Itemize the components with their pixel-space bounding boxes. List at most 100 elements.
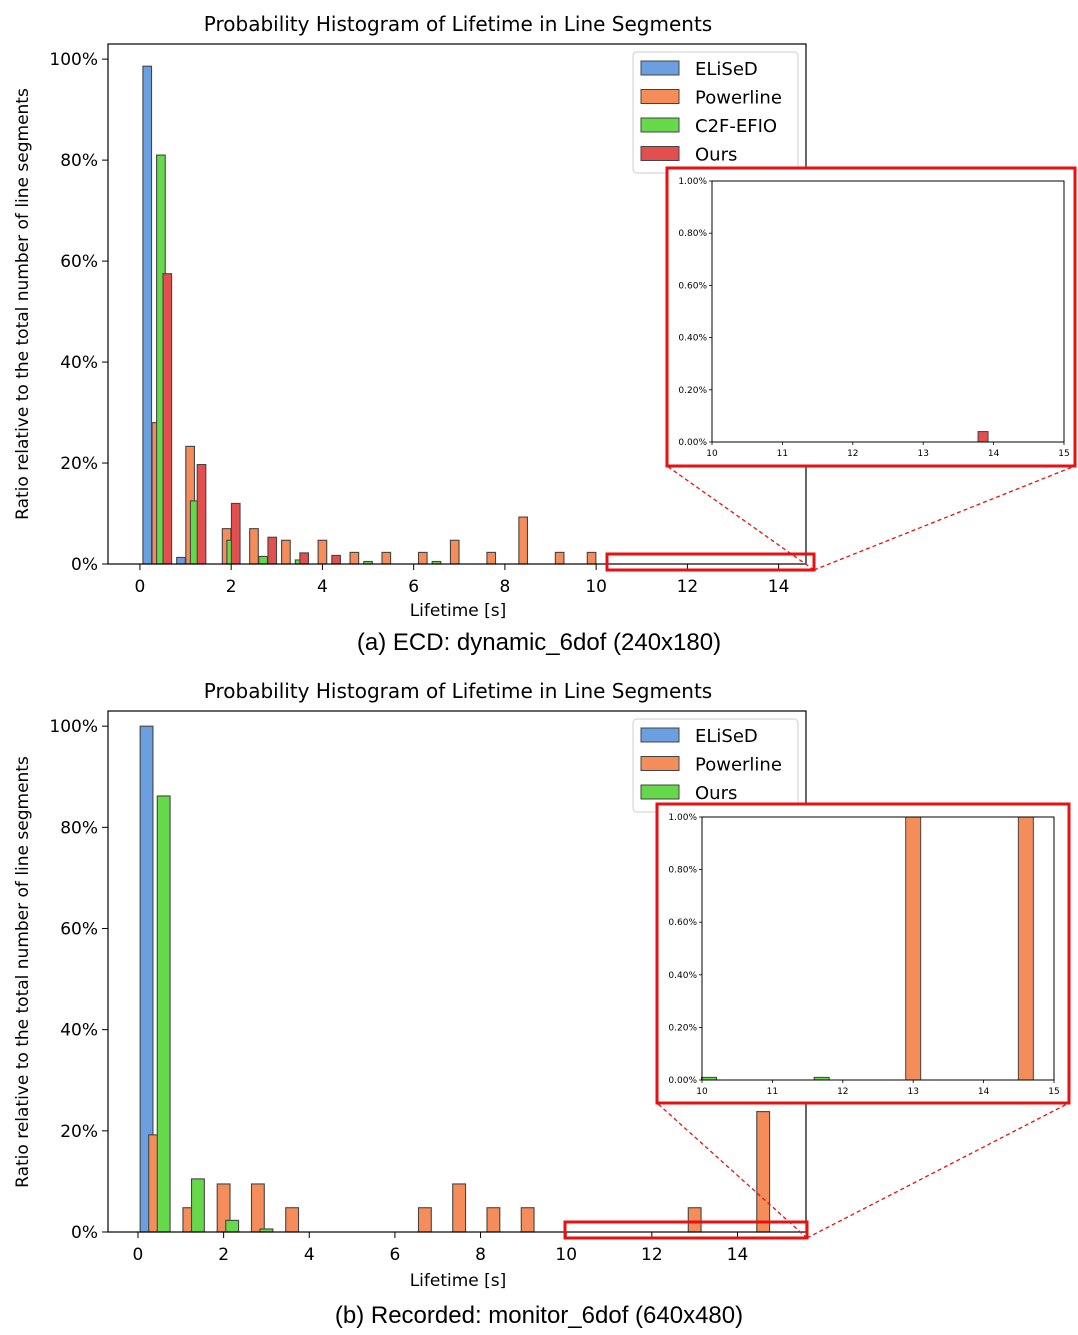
figure-caption: (b) Recorded: monitor_6dof (640x480) [335,1302,743,1329]
y-tick-label: 0% [71,555,98,575]
bar [258,555,268,565]
legend-swatch [640,117,680,133]
x-tick-label: 4 [317,577,328,597]
inset-y-tick-label: 0.20% [668,1023,697,1033]
y-tick-label: 20% [60,1122,98,1142]
legend-swatch [640,784,680,800]
chart-title: Probability Histogram of Lifetime in Lin… [204,679,712,703]
x-axis-label: Lifetime [s] [410,601,507,621]
bar [142,65,153,565]
inset-y-tick-label: 1.00% [668,813,697,823]
inset-y-tick-label: 0.60% [668,918,697,928]
y-tick-label: 40% [60,353,98,373]
bar [381,551,392,565]
legend: ELiSeD Powerline Ours [632,718,799,813]
inset-bar [905,816,922,1081]
bar [331,554,341,565]
chart-panel-a: Probability Histogram of Lifetime in Lin… [13,12,1077,656]
bar [520,1207,535,1233]
inset-x-tick-label: 11 [767,1087,778,1097]
bar [249,528,259,565]
inset-x-tick-label: 12 [847,449,858,459]
inset-x-tick-label: 15 [1058,449,1069,459]
connector-line [656,1102,808,1239]
bars [142,65,597,565]
bar [285,1207,300,1233]
legend: ELiSeD Powerline C2F-EFIO Ours [632,51,799,174]
legend-label: Powerline [695,755,782,776]
inset-y-tick-label: 0.00% [668,1076,697,1086]
zoom-region-box [563,1220,809,1240]
bar [156,795,171,1233]
bar [486,551,497,565]
inset-x-tick-label: 14 [988,449,1000,459]
legend-label: Ours [695,145,737,166]
bar [225,1219,240,1233]
bar [586,551,597,565]
legend-label: ELiSeD [695,726,758,747]
legend-swatch [640,60,680,76]
bar [349,551,360,565]
inset-y-tick-label: 0.20% [678,386,707,396]
bar [281,539,291,565]
legend-swatch [640,727,680,743]
x-tick-label: 6 [389,1245,400,1265]
x-tick-label: 14 [768,577,790,597]
bar [452,1183,467,1233]
y-tick-label: 0% [71,1223,98,1243]
inset-x-tick-label: 10 [696,1087,708,1097]
inset-y-tick-label: 0.60% [678,281,707,291]
bar [176,556,186,565]
inset-y-tick-label: 0.80% [668,866,697,876]
x-axis-label: Lifetime [s] [410,1271,507,1291]
bar [190,1178,205,1233]
inset-y-tick-label: 0.80% [678,229,707,239]
inset-x-tick-label: 10 [706,449,718,459]
bar [449,539,460,565]
bar [267,536,278,565]
x-tick-label: 8 [499,577,510,597]
zoom-region-box [605,552,816,572]
inset-bar [1017,816,1034,1081]
inset-zoom: 0.00% 0.20% 0.40% 0.60% 0.80% 1.00% 10 11 12 13 14… [563,802,1071,1240]
x-tick-label: 14 [727,1245,749,1265]
legend-label: Ours [695,783,737,804]
legend-label: ELiSeD [695,59,758,80]
x-tick-label: 6 [408,577,419,597]
bar [554,551,565,565]
inset-border [655,802,1071,1105]
bar [317,539,328,565]
x-tick-label: 0 [133,1245,144,1265]
inset-zoom: 0.00% 0.20% 0.40% 0.60% 0.80% 1.00% 10 11 12 13 14… [605,166,1077,572]
y-axis: 0% 20% 40% 60% 80% 100% [49,50,108,575]
x-tick-label: 10 [555,1245,577,1265]
y-tick-label: 100% [49,50,98,70]
inset-x-tick-label: 15 [1048,1087,1059,1097]
legend-label: C2F-EFIO [695,116,777,137]
bar [687,1207,702,1233]
y-axis: 0% 20% 40% 60% 80% 100% [49,717,108,1243]
inset-x-tick-label: 13 [907,1087,918,1097]
inset-frame [711,180,1065,443]
inset-x-tick-label: 11 [777,449,788,459]
bar [299,552,310,565]
y-axis-label: Ratio relative to the total number of li… [13,88,33,520]
y-tick-label: 80% [60,818,98,838]
y-tick-label: 40% [60,1021,98,1041]
y-tick-label: 60% [60,920,98,940]
bar [196,463,207,565]
y-tick-label: 20% [60,454,98,474]
bar [486,1207,501,1233]
inset-x-tick-label: 12 [837,1087,848,1097]
inset-bar [977,431,989,443]
x-tick-label: 2 [226,577,237,597]
connector-line [813,465,1076,571]
bar [162,273,173,565]
x-tick-label: 10 [585,577,607,597]
y-tick-label: 60% [60,252,98,272]
y-axis-label: Ratio relative to the total number of li… [13,756,33,1188]
x-tick-label: 12 [641,1245,663,1265]
x-tick-label: 2 [218,1245,229,1265]
inset-y-tick-label: 1.00% [678,177,707,187]
inset-border [665,166,1077,468]
